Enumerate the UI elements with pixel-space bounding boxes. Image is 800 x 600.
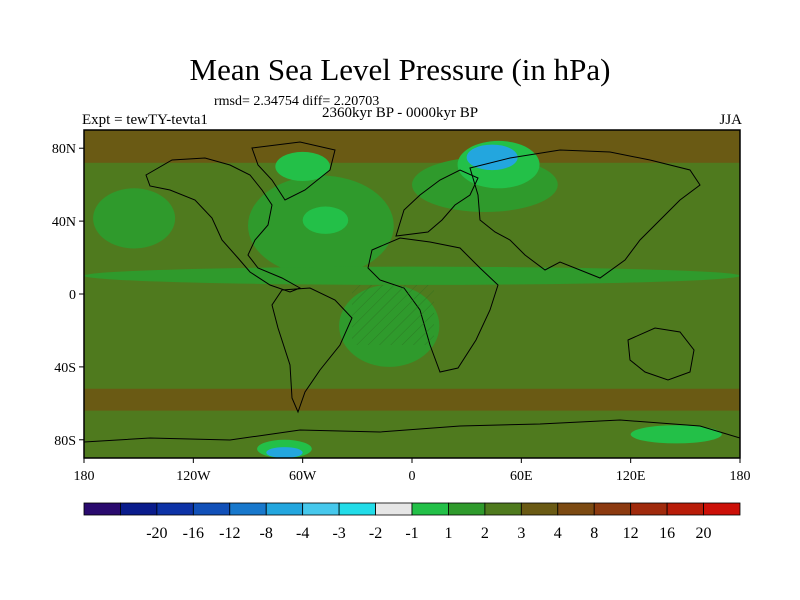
coastline-europe: [395, 169, 479, 237]
colorbar-swatch: [411, 502, 449, 516]
coastline-africa: [367, 237, 499, 373]
colorbar-label: -20: [146, 525, 167, 542]
y-tick-label: 0: [69, 288, 76, 303]
colorbar-label: -2: [369, 525, 382, 542]
colorbar-label: -4: [296, 525, 309, 542]
region-arctic-band: [84, 130, 740, 163]
colorbar-swatch: [338, 502, 376, 516]
colorbar-label: -1: [405, 525, 418, 542]
axes: 180 120W 60W 0 60E 120E 180 80N 40N 0 40S 80S: [52, 142, 751, 484]
colorbar-label: 4: [554, 525, 562, 542]
colorbar-swatch: [192, 502, 231, 516]
region-north-pacific-high: [93, 188, 176, 249]
x-tick-label: 60W: [289, 469, 317, 484]
x-tick-label: 120W: [176, 469, 211, 484]
coastline-asia: [469, 149, 701, 279]
coastline-australia: [627, 327, 695, 381]
region-azores-anomaly: [302, 206, 349, 234]
y-tick-label: 80N: [52, 142, 76, 157]
colorbar-label: -8: [260, 525, 273, 542]
colorbar-label: 2: [481, 525, 489, 542]
coastline-north-america: [145, 157, 302, 293]
colorbar-swatch: [557, 502, 595, 516]
region-southern-ocean-band: [84, 388, 740, 411]
colorbar-swatch: [484, 502, 522, 516]
colorbar-swatch: [630, 502, 668, 516]
colorbar-swatch: [375, 502, 413, 516]
colorbar-label: 12: [623, 525, 639, 542]
colorbar-label: 20: [696, 525, 712, 542]
stats-line: rmsd= 2.34754 diff= 2.20703: [214, 94, 380, 109]
colorbar-swatch: [302, 502, 340, 516]
colorbar-label: -16: [183, 525, 204, 542]
x-tick-label: 0: [409, 469, 416, 484]
region-weddell-core: [266, 447, 303, 458]
colorbar-label: 16: [659, 525, 675, 542]
region-antarctic-edge: [630, 425, 722, 444]
region-tropical-belt: [84, 266, 740, 285]
x-tick-label: 60E: [510, 469, 533, 484]
coastline-greenland: [251, 141, 336, 201]
colorbar-swatch: [229, 502, 267, 516]
y-tick-label: 40N: [52, 215, 76, 230]
colorbar-swatch: [120, 502, 158, 516]
colorbar-label: 8: [590, 525, 598, 542]
colorbar-swatch: [265, 502, 304, 516]
colorbar-swatch: [156, 502, 194, 516]
x-tick-label: 120E: [616, 469, 646, 484]
significance-hatching: [352, 285, 434, 345]
colorbar-swatch: [448, 502, 486, 516]
colorbar-swatch: [666, 502, 704, 516]
coastlines: [84, 141, 740, 443]
colorbar-label: 1: [444, 525, 452, 542]
colorbar-label: -12: [219, 525, 240, 542]
y-tick-label: 80S: [54, 434, 76, 449]
colorbar-label: -3: [332, 525, 345, 542]
chart-title: Mean Sea Level Pressure (in hPa): [189, 52, 611, 87]
colorbar: -20 -16 -12 -8 -4 -3 -2 -1 1 2 3 4 8 12 16 20: [83, 502, 741, 542]
season-label: JJA: [719, 112, 742, 128]
coastline-antarctica: [84, 419, 740, 443]
x-tick-label: 180: [74, 469, 95, 484]
colorbar-swatch: [520, 502, 559, 516]
x-tick-label: 180: [730, 469, 751, 484]
period-label: 2360kyr BP - 0000kyr BP: [322, 105, 479, 121]
region-greenland-anomaly: [275, 151, 330, 182]
experiment-label: Expt = tewTY-tevta1: [82, 112, 208, 128]
region-scandinavia-core: [466, 144, 518, 171]
y-tick-label: 40S: [54, 361, 76, 376]
colorbar-label: 3: [517, 525, 525, 542]
coastline-south-america: [271, 287, 353, 414]
colorbar-swatch: [593, 502, 632, 516]
colorbar-swatch: [703, 502, 741, 516]
colorbar-swatch: [83, 502, 121, 516]
